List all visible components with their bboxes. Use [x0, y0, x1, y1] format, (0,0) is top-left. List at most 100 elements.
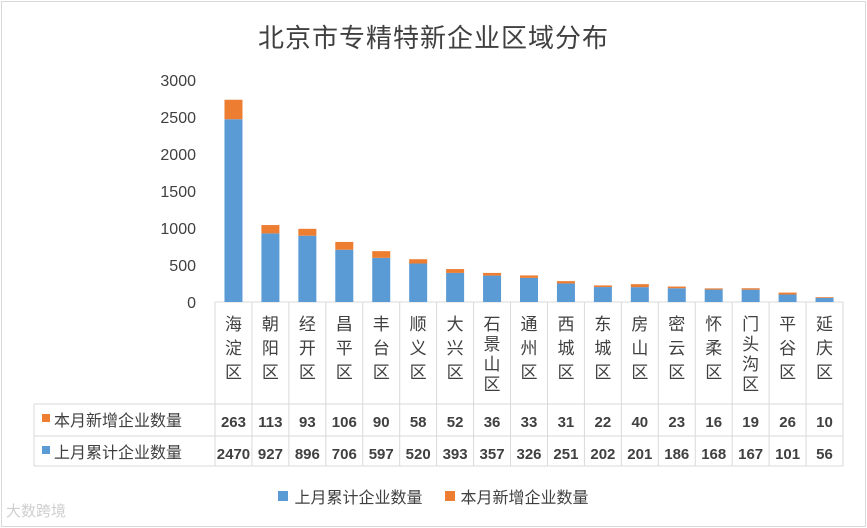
- table-value-previous-total: 168: [701, 446, 726, 463]
- table-value-previous-total: 896: [295, 446, 320, 463]
- table-value-previous-total: 56: [816, 446, 833, 463]
- category-label: 丰台区: [373, 315, 390, 383]
- bar-previous-total: [593, 287, 612, 302]
- bar-new-this-month: [372, 251, 391, 258]
- category-label: 经开区: [299, 315, 316, 383]
- legend-item-previous-total: 上月累计企业数量: [278, 484, 423, 508]
- watermark: 大数跨境: [6, 502, 67, 520]
- bar-previous-total: [667, 288, 686, 302]
- category-label: 朝阳区: [262, 315, 279, 383]
- chart-legend: 上月累计企业数量 本月新增企业数量: [0, 484, 867, 508]
- bar-new-this-month: [741, 288, 760, 290]
- table-value-previous-total: 357: [480, 446, 505, 463]
- table-value-new-this-month: 22: [595, 414, 612, 431]
- bar-previous-total: [741, 289, 760, 302]
- bar-previous-total: [704, 289, 723, 302]
- category-label: 大兴区: [447, 315, 464, 383]
- bar-previous-total: [409, 263, 428, 302]
- table-row-label-new-this-month: 本月新增企业数量: [54, 411, 182, 430]
- y-tick-label: 3000: [160, 73, 196, 90]
- table-value-previous-total: 201: [627, 446, 652, 463]
- table-value-new-this-month: 31: [558, 414, 575, 431]
- category-label: 平谷区: [779, 315, 796, 383]
- table-value-previous-total: 251: [553, 446, 578, 463]
- bar-previous-total: [446, 272, 465, 302]
- table-value-previous-total: 597: [369, 446, 394, 463]
- legend-label-previous-total: 上月累计企业数量: [294, 488, 423, 507]
- bar-new-this-month: [224, 99, 243, 120]
- category-label: 西城区: [557, 315, 574, 383]
- bar-new-this-month: [409, 259, 428, 264]
- bar-previous-total: [520, 277, 538, 302]
- legend-label-new-this-month: 本月新增企业数量: [460, 488, 589, 507]
- table-value-new-this-month: 40: [631, 414, 648, 431]
- table-value-previous-total: 186: [664, 446, 689, 463]
- category-label: 石景山区: [484, 315, 501, 395]
- table-value-new-this-month: 26: [779, 414, 796, 431]
- table-value-previous-total: 927: [258, 446, 283, 463]
- table-value-previous-total: 202: [590, 446, 615, 463]
- bar-new-this-month: [704, 288, 723, 290]
- table-value-new-this-month: 90: [373, 414, 390, 431]
- bar-previous-total: [630, 287, 649, 302]
- bar-new-this-month: [298, 228, 317, 236]
- bar-new-this-month: [593, 285, 612, 288]
- bar-previous-total: [335, 249, 354, 302]
- table-value-new-this-month: 93: [299, 414, 316, 431]
- table-value-new-this-month: 33: [521, 414, 538, 431]
- table-value-previous-total: 2470: [217, 446, 250, 463]
- bar-new-this-month: [815, 297, 834, 298]
- table-value-new-this-month: 19: [742, 414, 759, 431]
- table-value-new-this-month: 10: [816, 414, 833, 431]
- category-label: 延庆区: [816, 315, 833, 383]
- bar-previous-total: [556, 283, 575, 302]
- table-value-new-this-month: 263: [221, 414, 246, 431]
- category-label: 密云区: [668, 315, 685, 383]
- category-label: 东城区: [594, 315, 611, 383]
- bar-new-this-month: [667, 286, 686, 289]
- bar-new-this-month: [483, 272, 502, 276]
- bar-previous-total: [261, 233, 280, 302]
- bar-previous-total: [298, 235, 317, 302]
- bar-new-this-month: [556, 281, 575, 284]
- table-value-new-this-month: 113: [258, 414, 282, 431]
- y-tick-label: 1000: [160, 221, 196, 238]
- legend-swatch-previous-total: [278, 491, 289, 501]
- table-row-swatch-new-this-month: [42, 414, 50, 422]
- bar-previous-total: [372, 257, 391, 302]
- legend-item-new-this-month: 本月新增企业数量: [444, 484, 589, 508]
- table-value-previous-total: 101: [775, 446, 800, 463]
- bar-new-this-month: [630, 284, 649, 288]
- bar-new-this-month: [778, 292, 797, 295]
- chart-title: 北京市专精特新企业区域分布: [257, 24, 609, 54]
- table-row-label-previous-total: 上月累计企业数量: [54, 443, 182, 462]
- table-value-new-this-month: 23: [668, 414, 685, 431]
- bar-new-this-month: [335, 241, 354, 250]
- y-tick-label: 0: [187, 295, 196, 312]
- category-label: 昌平区: [336, 315, 353, 383]
- category-label: 海淀区: [225, 315, 242, 383]
- table-value-previous-total: 706: [332, 446, 357, 463]
- table-value-new-this-month: 52: [447, 414, 464, 431]
- bar-new-this-month: [520, 275, 538, 278]
- category-label: 顺义区: [410, 315, 427, 383]
- category-label: 怀柔区: [705, 315, 722, 383]
- table-value-previous-total: 520: [406, 446, 431, 463]
- table-value-previous-total: 167: [738, 446, 763, 463]
- table-value-new-this-month: 36: [484, 414, 501, 431]
- table-value-previous-total: 393: [443, 446, 468, 463]
- category-label: 门头沟区: [742, 315, 759, 395]
- y-tick-label: 1500: [160, 184, 196, 201]
- category-label: 房山区: [631, 315, 648, 383]
- bar-previous-total: [224, 119, 243, 302]
- y-tick-label: 500: [169, 258, 196, 275]
- y-tick-label: 2000: [160, 147, 196, 164]
- bar-previous-total: [778, 294, 797, 302]
- bar-new-this-month: [446, 269, 465, 273]
- table-row-swatch-previous-total: [42, 446, 50, 454]
- category-label: 通州区: [521, 315, 538, 383]
- table-value-new-this-month: 16: [705, 414, 722, 431]
- table-value-new-this-month: 58: [410, 414, 427, 431]
